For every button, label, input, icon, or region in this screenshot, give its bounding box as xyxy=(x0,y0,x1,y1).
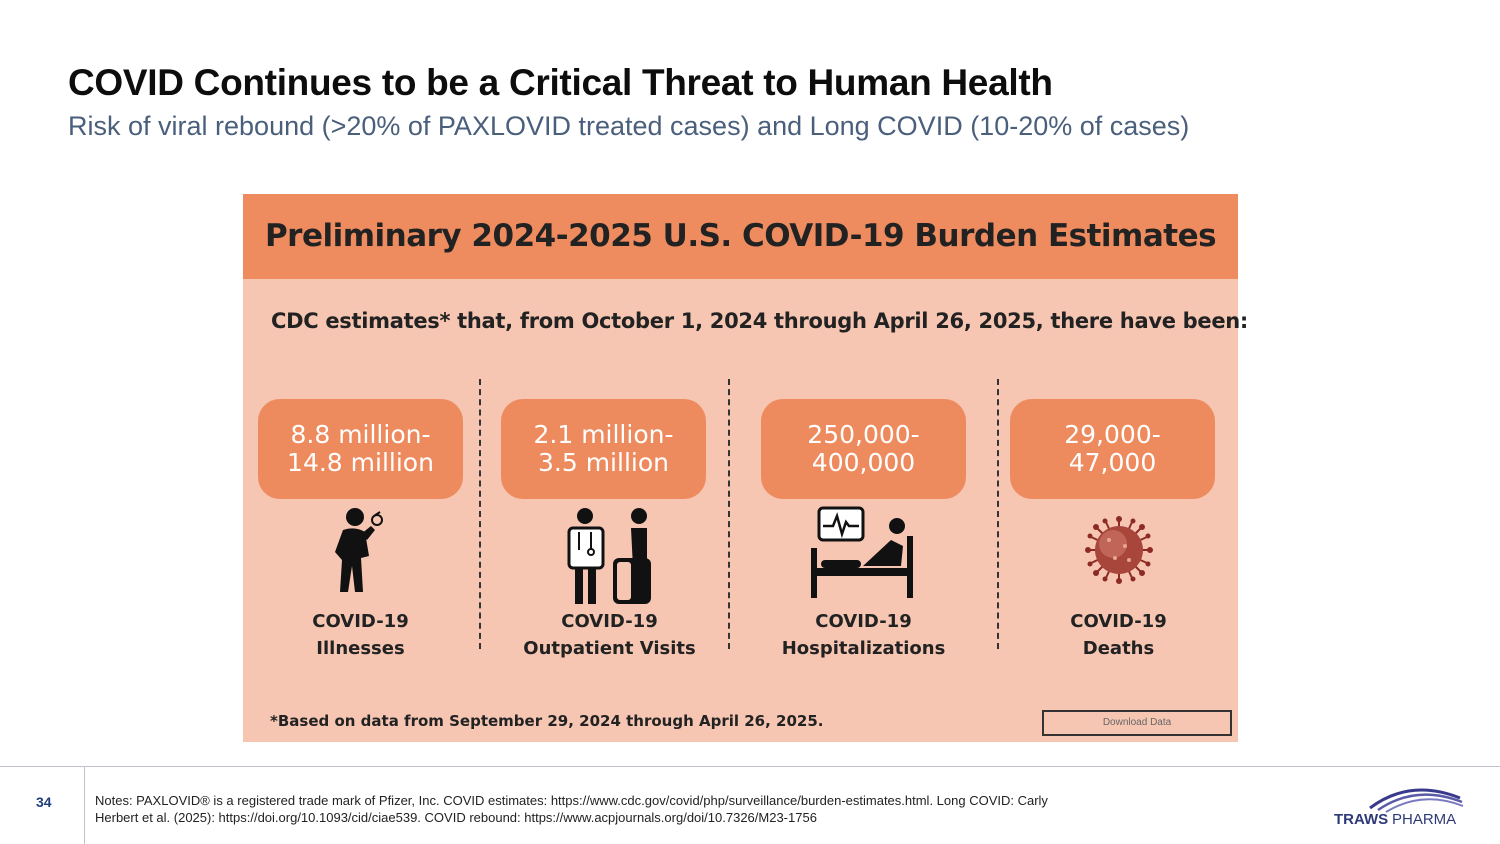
infographic-intro: CDC estimates* that, from October 1, 202… xyxy=(271,309,1249,333)
doctor-patient-icon xyxy=(567,508,651,604)
illnesses-label-line1: COVID-19 xyxy=(312,611,409,632)
sick-person-icon xyxy=(335,508,383,592)
illnesses-value-pill: 8.8 million- 14.8 million xyxy=(258,399,463,499)
notes-line2: Herbert et al. (2025): https://doi.org/1… xyxy=(95,810,817,825)
footer-notes: Notes: PAXLOVID® is a registered trade m… xyxy=(95,792,1305,826)
hospital-bed-icon xyxy=(811,506,913,598)
outpatient-value-line1: 2.1 million- xyxy=(533,420,674,449)
logo-word-pharma: PHARMA xyxy=(1392,811,1456,828)
footer-separator xyxy=(84,767,85,844)
outpatient-label-line1: COVID-19 xyxy=(561,611,658,632)
notes-line1: Notes: PAXLOVID® is a registered trade m… xyxy=(95,793,1048,808)
traws-pharma-logo: TRAWS PHARMA xyxy=(1334,788,1464,828)
slide-subtitle: Risk of viral rebound (>20% of PAXLOVID … xyxy=(68,111,1190,141)
logo-word-traws: TRAWS xyxy=(1334,811,1388,828)
footer-divider xyxy=(0,766,1500,767)
page-number: 34 xyxy=(36,794,52,810)
hospitalizations-label: COVID-19 Hospitalizations xyxy=(761,608,966,662)
hospitalizations-value-line1: 250,000- xyxy=(807,420,920,449)
deaths-label: COVID-19 Deaths xyxy=(1016,608,1221,662)
infographic-header xyxy=(243,194,1238,279)
hospitalizations-value-line2: 400,000 xyxy=(811,448,916,477)
burden-infographic: Preliminary 2024-2025 U.S. COVID-19 Burd… xyxy=(243,194,1249,742)
outpatient-value-line2: 3.5 million xyxy=(538,448,669,477)
infographic-title: Preliminary 2024-2025 U.S. COVID-19 Burd… xyxy=(264,218,1217,254)
divider xyxy=(997,379,999,649)
outpatient-label-line2: Outpatient Visits xyxy=(523,638,696,659)
hospitalizations-label-line1: COVID-19 xyxy=(815,611,912,632)
illnesses-value-line1: 8.8 million- xyxy=(290,420,431,449)
virus-icon xyxy=(1085,516,1153,584)
slide-title: COVID Continues to be a Critical Threat … xyxy=(68,62,1053,103)
deaths-value-pill: 29,000- 47,000 xyxy=(1010,399,1215,499)
divider xyxy=(479,379,481,649)
deaths-label-line1: COVID-19 xyxy=(1070,611,1167,632)
deaths-value-line2: 47,000 xyxy=(1068,448,1157,477)
outpatient-value-pill: 2.1 million- 3.5 million xyxy=(501,399,706,499)
illnesses-label: COVID-19 Illnesses xyxy=(258,608,463,662)
hospitalizations-label-line2: Hospitalizations xyxy=(781,638,946,659)
infographic-footnote: *Based on data from September 29, 2024 t… xyxy=(270,712,824,730)
download-data-button[interactable]: Download Data xyxy=(1042,710,1232,736)
deaths-value-line1: 29,000- xyxy=(1064,420,1161,449)
illnesses-label-line2: Illnesses xyxy=(316,638,405,659)
hospitalizations-value-pill: 250,000- 400,000 xyxy=(761,399,966,499)
illnesses-value-line2: 14.8 million xyxy=(287,448,434,477)
divider xyxy=(728,379,730,649)
outpatient-label: COVID-19 Outpatient Visits xyxy=(507,608,712,662)
deaths-label-line2: Deaths xyxy=(1082,638,1155,659)
